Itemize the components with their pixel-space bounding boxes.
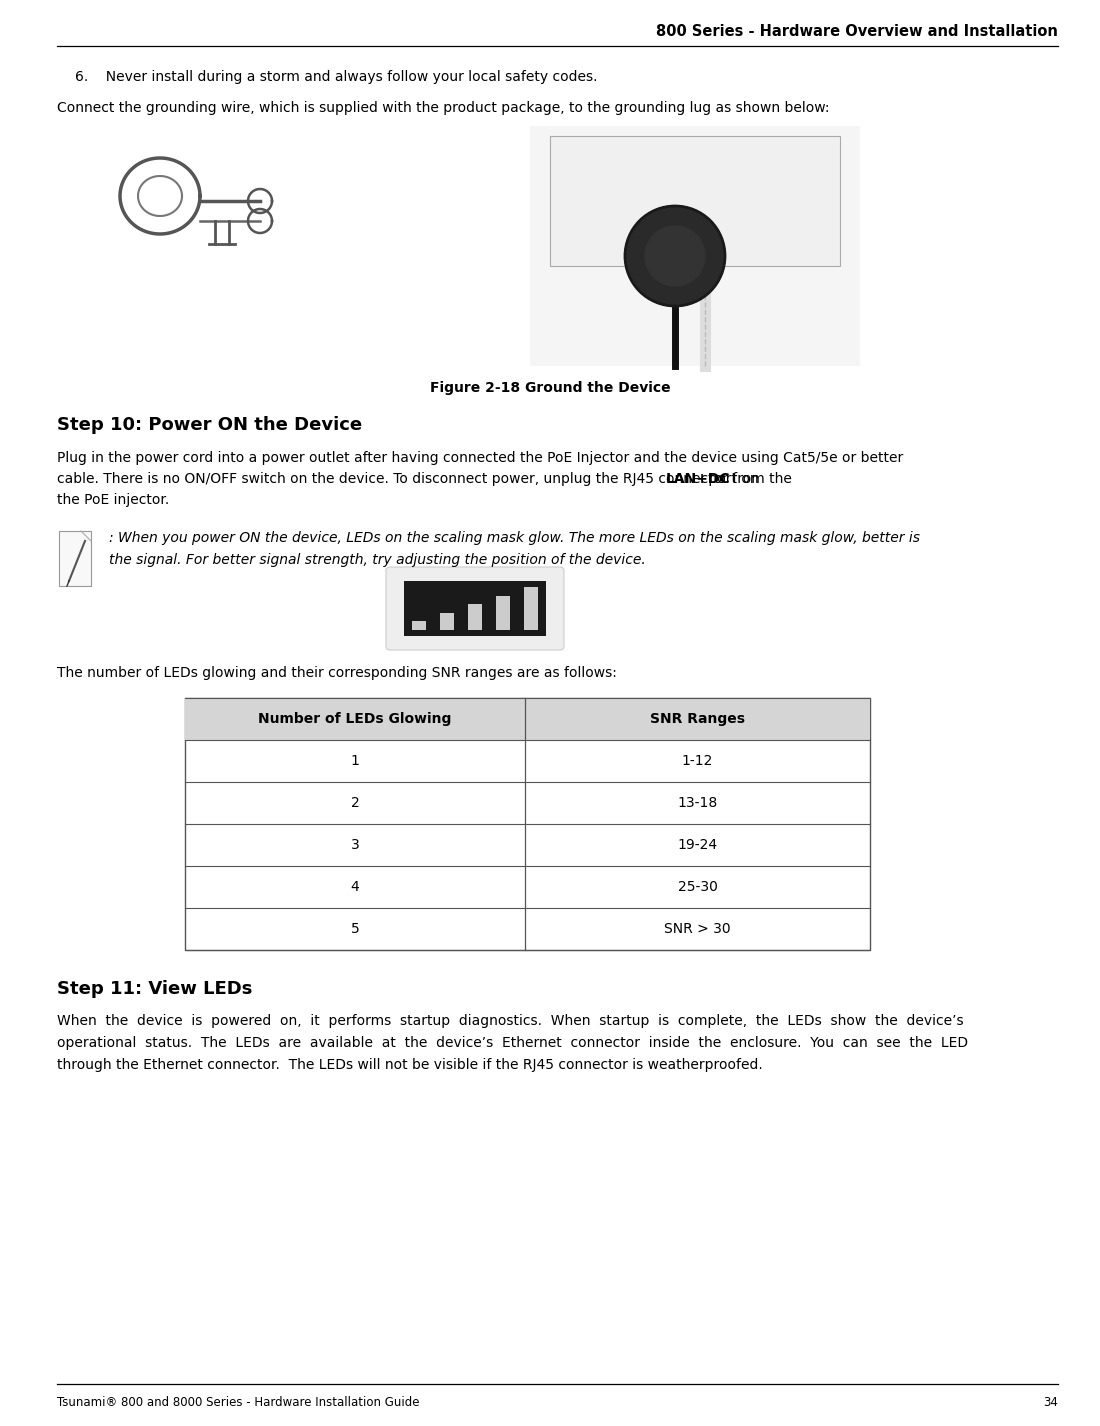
Text: Tsunami® 800 and 8000 Series - Hardware Installation Guide: Tsunami® 800 and 8000 Series - Hardware … xyxy=(57,1396,419,1409)
Text: 2: 2 xyxy=(351,796,360,810)
Text: 6.    Never install during a storm and always follow your local safety codes.: 6. Never install during a storm and alwa… xyxy=(75,70,597,84)
Text: Figure 2-18 Ground the Device: Figure 2-18 Ground the Device xyxy=(430,381,670,395)
Text: port on: port on xyxy=(704,472,759,486)
Bar xyxy=(404,580,546,636)
Text: Step 10: Power ON the Device: Step 10: Power ON the Device xyxy=(57,416,362,434)
Text: 800 Series - Hardware Overview and Installation: 800 Series - Hardware Overview and Insta… xyxy=(656,24,1058,39)
Bar xyxy=(412,622,426,630)
Text: : When you power ON the device, LEDs on the scaling mask glow. The more LEDs on : : When you power ON the device, LEDs on … xyxy=(109,530,920,545)
Bar xyxy=(75,135,324,347)
Bar xyxy=(59,530,91,586)
Bar xyxy=(524,588,538,630)
Text: The number of LEDs glowing and their corresponding SNR ranges are as follows:: The number of LEDs glowing and their cor… xyxy=(57,666,617,680)
Text: Step 11: View LEDs: Step 11: View LEDs xyxy=(57,980,252,998)
Text: 19-24: 19-24 xyxy=(678,838,717,851)
Circle shape xyxy=(645,225,705,287)
Text: LAN+DC: LAN+DC xyxy=(666,472,730,486)
Bar xyxy=(496,596,510,630)
Text: When  the  device  is  powered  on,  it  performs  startup  diagnostics.  When  : When the device is powered on, it perfor… xyxy=(57,1014,964,1028)
Text: operational  status.  The  LEDs  are  available  at  the  device’s  Ethernet  co: operational status. The LEDs are availab… xyxy=(57,1037,968,1050)
Text: Plug in the power cord into a power outlet after having connected the PoE Inject: Plug in the power cord into a power outl… xyxy=(57,451,903,465)
Bar xyxy=(440,613,454,630)
FancyBboxPatch shape xyxy=(386,568,564,650)
Text: SNR > 30: SNR > 30 xyxy=(664,923,730,935)
Text: cable. There is no ON/OFF switch on the device. To disconnect power, unplug the : cable. There is no ON/OFF switch on the … xyxy=(57,472,796,486)
Bar xyxy=(530,125,860,366)
Text: 1-12: 1-12 xyxy=(682,754,713,769)
Text: 25-30: 25-30 xyxy=(678,880,717,894)
Text: 13-18: 13-18 xyxy=(678,796,717,810)
Bar xyxy=(550,135,840,267)
Bar xyxy=(185,697,870,950)
Text: 5: 5 xyxy=(351,923,360,935)
Text: 3: 3 xyxy=(351,838,360,851)
Text: 4: 4 xyxy=(351,880,360,894)
Text: SNR Ranges: SNR Ranges xyxy=(650,712,745,726)
Text: through the Ethernet connector.  The LEDs will not be visible if the RJ45 connec: through the Ethernet connector. The LEDs… xyxy=(57,1058,762,1072)
Bar xyxy=(185,697,870,740)
Bar xyxy=(468,605,482,630)
Text: Connect the grounding wire, which is supplied with the product package, to the g: Connect the grounding wire, which is sup… xyxy=(57,101,829,116)
Text: 34: 34 xyxy=(1043,1396,1058,1409)
Text: the PoE injector.: the PoE injector. xyxy=(57,493,169,508)
Text: the signal. For better signal strength, try adjusting the position of the device: the signal. For better signal strength, … xyxy=(109,553,646,568)
Text: Number of LEDs Glowing: Number of LEDs Glowing xyxy=(258,712,452,726)
Circle shape xyxy=(625,205,725,307)
Text: 1: 1 xyxy=(351,754,360,769)
